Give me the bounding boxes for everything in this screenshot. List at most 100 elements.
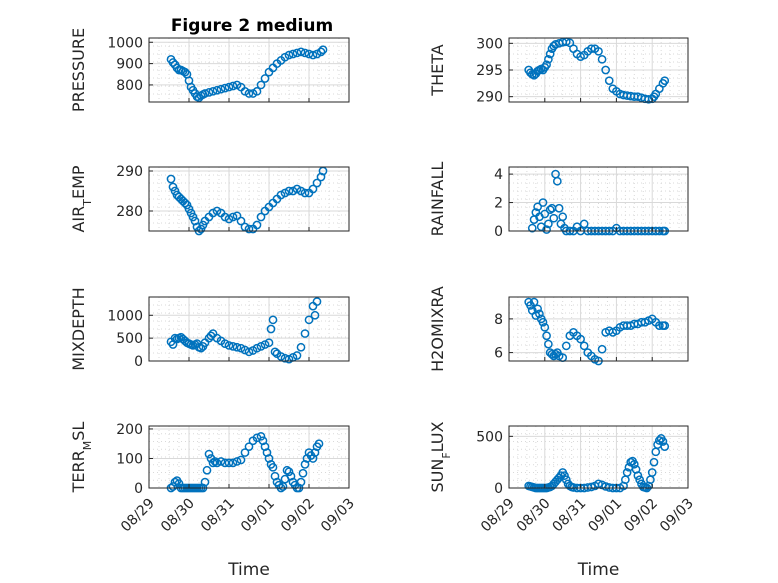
x-axis-label: Time: [577, 560, 620, 580]
data-point: [533, 202, 542, 212]
data-point: [633, 471, 643, 480]
data-point: [236, 343, 246, 353]
data-point: [540, 322, 550, 332]
data-point: [200, 89, 210, 98]
data-point: [561, 475, 571, 485]
x-tick-label: 08/30: [158, 496, 198, 536]
data-point: [252, 220, 262, 230]
data-point: [298, 468, 308, 478]
y-tick-label: 900: [116, 57, 143, 73]
data-point: [629, 459, 639, 469]
data-point: [310, 310, 320, 320]
data-point: [604, 76, 614, 86]
data-point: [538, 198, 548, 207]
y-tick-label: 1000: [107, 35, 143, 51]
data-point: [180, 67, 190, 77]
data-point: [224, 82, 234, 92]
y-axis-label: THETA: [428, 44, 447, 96]
y-tick-label: 6: [494, 346, 503, 362]
subplot-h2omixra: 6 8 H2OMIXRA: [428, 286, 689, 372]
x-tick-label: 08/29: [478, 496, 518, 536]
y-tick-label: 295: [476, 63, 503, 79]
data-point: [544, 219, 553, 229]
x-tick-label: 08/31: [198, 496, 238, 536]
y-tick-label: 2: [494, 196, 503, 212]
data-point: [312, 297, 322, 306]
data-point: [168, 58, 178, 67]
data-point: [554, 203, 564, 213]
data-point: [542, 60, 551, 70]
data-point: [220, 458, 230, 468]
data-point: [256, 212, 266, 222]
data-point: [280, 353, 290, 363]
y-axis-label: RAINFALL: [428, 162, 447, 237]
subplot-pressure: 800 900 1000 PRESSURE: [69, 28, 350, 112]
data-point: [268, 315, 278, 325]
data-point: [256, 431, 266, 441]
subplot-terrmsl: 0 100 200 08/29 08/30 08/31 09/01 09/02 09/03 Tim…: [69, 422, 358, 580]
data-point: [549, 213, 559, 223]
data-point: [236, 216, 246, 226]
data-point: [655, 436, 664, 445]
y-tick-label: 300: [476, 36, 503, 52]
data-point: [300, 329, 310, 338]
x-tick-label: 08/31: [550, 496, 590, 536]
y-tick-label: 500: [116, 331, 143, 347]
x-tick-label: 09/03: [318, 496, 358, 536]
data-point: [579, 219, 589, 229]
y-axis-label: PRESSURE: [69, 28, 88, 112]
data-point: [220, 83, 230, 93]
data-point: [240, 345, 250, 355]
data-point: [170, 477, 180, 487]
data-point: [300, 188, 310, 198]
data-point: [655, 321, 664, 330]
data-point: [228, 81, 238, 91]
data-point: [220, 339, 230, 348]
data-point: [228, 458, 238, 468]
data-point: [196, 343, 206, 353]
data-point: [594, 479, 603, 489]
data-point: [660, 321, 670, 330]
y-axis-label: SUNFLUX: [428, 421, 453, 492]
data-point: [579, 341, 589, 351]
data-point: [660, 442, 670, 452]
data-point: [540, 209, 550, 219]
y-axis-label: AIRTEMP: [69, 165, 94, 232]
subplot-rainfall: 0 2 4 RAINFALL: [428, 162, 689, 240]
data-point: [318, 45, 328, 55]
subplot-theta: 290 295 300 THETA: [428, 36, 689, 106]
data-point: [601, 65, 611, 75]
data-point: [240, 448, 250, 457]
data-point: [308, 50, 318, 60]
data-point: [208, 458, 218, 468]
data-point: [542, 225, 551, 234]
axes-frame: [508, 166, 689, 232]
data-point: [200, 477, 210, 487]
data-point: [252, 86, 262, 96]
y-tick-label: 100: [116, 451, 143, 467]
data-point: [210, 457, 220, 466]
data-point: [647, 468, 657, 477]
data-point: [535, 309, 544, 319]
data-point: [244, 347, 254, 357]
axes-frame: [148, 166, 350, 232]
data-point: [244, 89, 254, 98]
y-tick-label: 8: [494, 312, 503, 328]
data-point: [545, 205, 555, 215]
x-tick-label: 09/01: [585, 496, 625, 536]
data-point: [308, 184, 318, 194]
data-point: [276, 352, 286, 361]
data-point: [256, 342, 266, 351]
data-point: [268, 462, 278, 472]
y-tick-label: 800: [116, 78, 143, 94]
x-tick-label: 09/01: [238, 496, 278, 536]
data-point: [597, 54, 607, 64]
data-point: [228, 342, 238, 351]
data-point: [216, 457, 226, 466]
y-tick-label: 0: [134, 354, 143, 370]
data-point: [256, 80, 266, 90]
x-tick-label: 08/30: [514, 496, 554, 536]
data-point: [166, 174, 176, 184]
